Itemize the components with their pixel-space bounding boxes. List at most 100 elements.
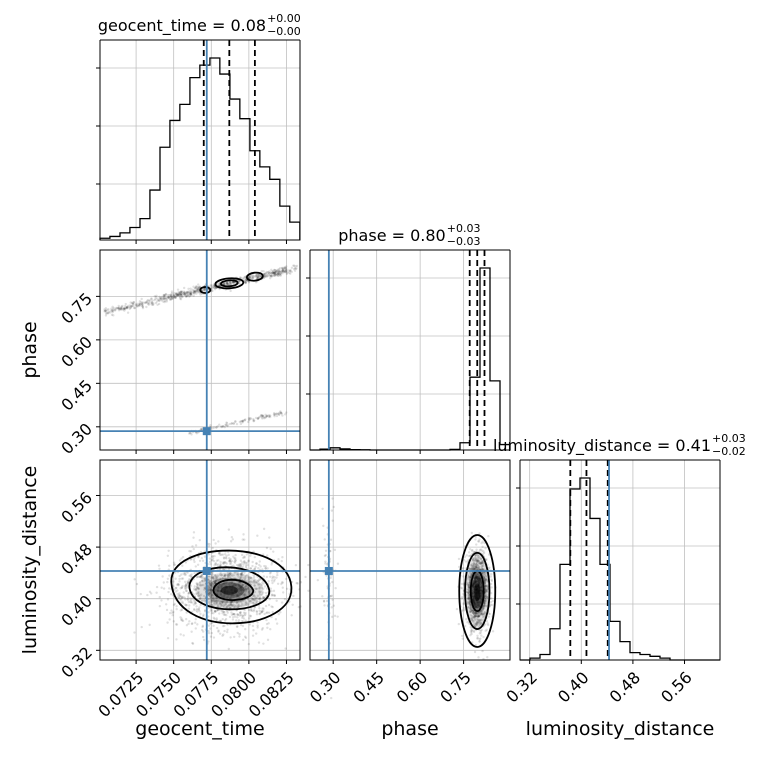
sample-point xyxy=(272,413,276,416)
sample-point xyxy=(276,573,279,577)
sample-point xyxy=(222,561,226,564)
sample-point xyxy=(174,296,177,299)
sample-point xyxy=(254,416,258,420)
sample-point xyxy=(229,571,232,574)
sample-point xyxy=(111,309,115,313)
sample-point xyxy=(271,270,275,273)
sample-point xyxy=(193,289,197,292)
sample-point xyxy=(266,611,269,614)
sample-point xyxy=(108,311,112,314)
title-lower-error: −0.02 xyxy=(712,445,746,458)
sample-point xyxy=(228,573,231,576)
sample-point xyxy=(210,599,214,602)
sample-point xyxy=(242,593,246,596)
sample-point xyxy=(329,538,333,541)
sample-point xyxy=(473,650,477,654)
sample-point xyxy=(266,626,269,629)
sample-point xyxy=(155,591,158,594)
sample-point xyxy=(222,604,225,607)
sample-point xyxy=(239,559,243,562)
sample-point xyxy=(156,303,159,306)
sample-point xyxy=(475,548,478,551)
sample-point xyxy=(218,612,221,615)
sample-point xyxy=(270,589,273,593)
sample-point xyxy=(283,266,286,269)
sample-point xyxy=(154,297,157,301)
title-upper-error: +0.03 xyxy=(712,432,746,445)
sample-point xyxy=(175,586,178,590)
sample-point xyxy=(151,303,154,307)
sample-point xyxy=(278,270,282,273)
sample-point xyxy=(162,587,166,590)
sample-point xyxy=(323,538,326,541)
sample-point xyxy=(249,599,253,603)
sample-point xyxy=(180,577,183,580)
sample-point xyxy=(198,285,202,288)
sample-point xyxy=(237,613,240,617)
sample-point xyxy=(158,595,161,599)
sample-point xyxy=(251,601,254,605)
sample-point xyxy=(194,588,198,591)
sample-point xyxy=(248,614,252,617)
sample-point xyxy=(284,270,288,273)
sample-point xyxy=(195,607,199,611)
sample-point xyxy=(179,616,182,619)
sample-point xyxy=(235,563,239,567)
sample-point xyxy=(125,305,129,309)
sample-point xyxy=(196,623,199,626)
sample-point xyxy=(260,414,263,417)
sample-point xyxy=(132,302,135,306)
sample-point xyxy=(212,616,215,620)
sample-point xyxy=(191,288,195,291)
contour-line xyxy=(214,277,245,290)
sample-point xyxy=(195,575,198,579)
sample-point xyxy=(167,296,170,300)
sample-point xyxy=(147,301,151,305)
sample-point xyxy=(197,555,200,559)
sample-point xyxy=(261,596,265,599)
sample-point xyxy=(271,272,274,275)
sample-point xyxy=(267,414,270,417)
sample-point xyxy=(189,291,192,294)
sample-point xyxy=(269,274,273,277)
sample-point xyxy=(222,425,225,428)
sample-point xyxy=(248,617,251,620)
sample-point xyxy=(115,307,118,310)
sample-point xyxy=(176,592,179,596)
sample-point xyxy=(266,638,270,642)
sample-point xyxy=(295,267,298,270)
sample-point xyxy=(234,420,237,423)
sample-point xyxy=(221,617,224,621)
sample-point xyxy=(190,630,193,633)
sample-point xyxy=(166,554,170,557)
sample-point xyxy=(116,307,120,310)
sample-point xyxy=(224,577,227,580)
sample-point xyxy=(207,624,211,627)
sample-point xyxy=(185,292,189,295)
sample-point xyxy=(192,294,195,298)
sample-point xyxy=(201,624,205,628)
sample-point xyxy=(238,632,241,636)
sample-point xyxy=(200,575,203,579)
sample-point xyxy=(186,595,190,598)
sample-point xyxy=(252,629,255,632)
sample-point xyxy=(267,611,271,614)
sample-point xyxy=(229,597,232,600)
sample-point xyxy=(332,505,335,509)
sample-point xyxy=(200,557,204,560)
sample-point xyxy=(123,306,126,310)
sample-point xyxy=(253,590,256,594)
sample-point xyxy=(249,417,252,421)
sample-point xyxy=(207,631,211,635)
sample-point xyxy=(293,269,297,273)
title-main: luminosity_distance = 0.41 xyxy=(493,436,711,456)
sample-point xyxy=(243,418,246,422)
sample-point xyxy=(258,597,261,601)
sample-point xyxy=(167,295,170,299)
sample-point xyxy=(184,291,188,294)
truth-marker xyxy=(202,566,211,575)
sample-point xyxy=(270,579,274,582)
sample-point xyxy=(161,297,165,300)
sample-point xyxy=(234,420,237,424)
